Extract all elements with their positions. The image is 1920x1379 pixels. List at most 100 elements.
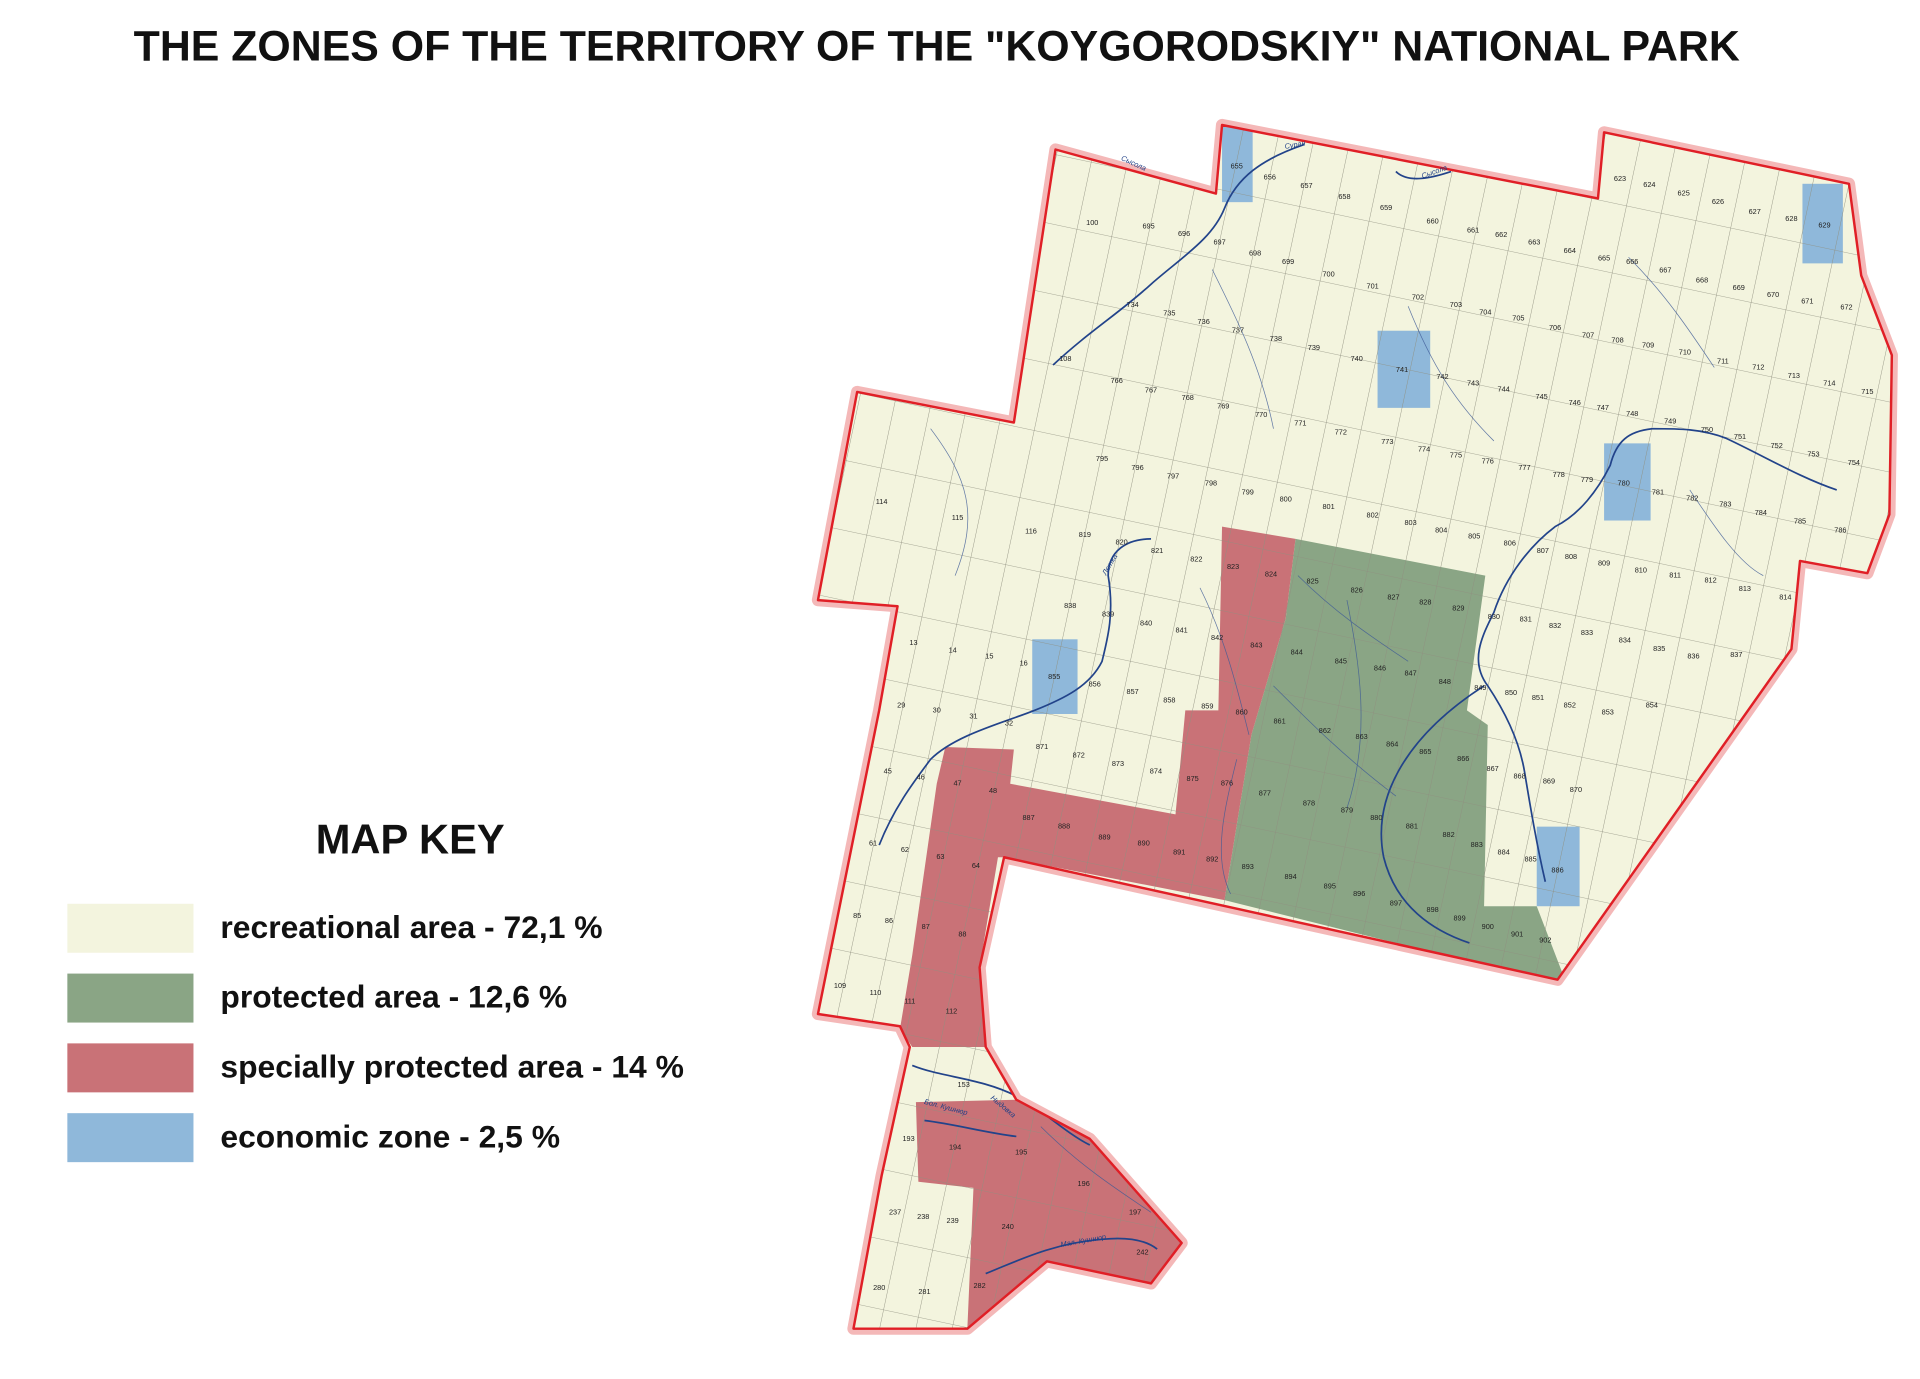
block-number: 873 bbox=[1112, 759, 1124, 768]
block-number: 746 bbox=[1569, 398, 1581, 407]
block-number: 662 bbox=[1495, 230, 1507, 239]
block-number: 871 bbox=[1036, 742, 1048, 751]
block-number: 701 bbox=[1367, 282, 1379, 291]
block-number: 813 bbox=[1739, 584, 1751, 593]
block-number: 739 bbox=[1308, 343, 1320, 352]
block-number: 774 bbox=[1418, 444, 1430, 453]
block-number: 193 bbox=[902, 1134, 914, 1143]
block-number: 712 bbox=[1752, 362, 1764, 371]
block-number: 32 bbox=[1005, 719, 1013, 728]
block-number: 882 bbox=[1442, 830, 1454, 839]
block-number: 779 bbox=[1581, 475, 1593, 484]
block-number: 800 bbox=[1280, 495, 1292, 504]
block-number: 821 bbox=[1151, 546, 1163, 555]
block-number: 840 bbox=[1140, 618, 1152, 627]
block-number: 111 bbox=[904, 997, 915, 1006]
block-number: 711 bbox=[1717, 356, 1729, 365]
key-swatch bbox=[67, 1113, 194, 1163]
block-number: 708 bbox=[1611, 335, 1623, 344]
block-number: 194 bbox=[949, 1142, 961, 1151]
block-number: 883 bbox=[1471, 840, 1483, 849]
block-number: 656 bbox=[1264, 173, 1276, 182]
block-number: 734 bbox=[1127, 300, 1139, 309]
block-number: 710 bbox=[1679, 348, 1691, 357]
block-number: 238 bbox=[917, 1212, 929, 1221]
block-number: 668 bbox=[1696, 275, 1708, 284]
block-number: 796 bbox=[1131, 463, 1143, 472]
block-number: 849 bbox=[1474, 683, 1486, 692]
block-number: 667 bbox=[1659, 266, 1671, 275]
block-number: 699 bbox=[1282, 257, 1294, 266]
block-number: 850 bbox=[1505, 688, 1517, 697]
block-number: 835 bbox=[1653, 644, 1665, 653]
block-number: 864 bbox=[1386, 740, 1398, 749]
block-number: 742 bbox=[1436, 372, 1448, 381]
block-number: 195 bbox=[1015, 1147, 1027, 1156]
block-number: 661 bbox=[1467, 225, 1479, 234]
block-number: 743 bbox=[1467, 378, 1479, 387]
block-number: 707 bbox=[1582, 331, 1594, 340]
block-number: 898 bbox=[1427, 905, 1439, 914]
block-number: 48 bbox=[989, 786, 997, 795]
block-number: 776 bbox=[1482, 457, 1494, 466]
block-number: 812 bbox=[1704, 575, 1716, 584]
block-number: 671 bbox=[1801, 296, 1813, 305]
block-number: 889 bbox=[1098, 833, 1110, 842]
block-number: 894 bbox=[1284, 872, 1296, 881]
block-number: 822 bbox=[1190, 555, 1202, 564]
block-number: 804 bbox=[1435, 525, 1447, 534]
block-number: 663 bbox=[1528, 237, 1540, 246]
block-number: 280 bbox=[873, 1283, 885, 1292]
block-number: 672 bbox=[1840, 302, 1852, 311]
block-number: 665 bbox=[1598, 253, 1610, 262]
block-number: 810 bbox=[1635, 566, 1647, 575]
block-number: 46 bbox=[917, 773, 925, 782]
block-number: 747 bbox=[1597, 403, 1609, 412]
block-number: 820 bbox=[1116, 537, 1128, 546]
block-number: 801 bbox=[1322, 502, 1334, 511]
block-number: 109 bbox=[834, 981, 846, 990]
block-number: 854 bbox=[1646, 700, 1658, 709]
block-number: 802 bbox=[1367, 511, 1379, 520]
block-number: 88 bbox=[958, 929, 966, 938]
block-number: 15 bbox=[985, 651, 993, 660]
block-number: 197 bbox=[1129, 1207, 1141, 1216]
block-number: 805 bbox=[1468, 531, 1480, 540]
block-number: 736 bbox=[1198, 317, 1210, 326]
block-number: 14 bbox=[949, 645, 957, 654]
block-number: 893 bbox=[1242, 862, 1254, 871]
block-number: 868 bbox=[1513, 771, 1525, 780]
block-number: 896 bbox=[1353, 889, 1365, 898]
block-number: 784 bbox=[1755, 508, 1767, 517]
block-number: 888 bbox=[1058, 822, 1070, 831]
block-number: 624 bbox=[1643, 180, 1655, 189]
block-number: 702 bbox=[1412, 293, 1424, 302]
block-number: 901 bbox=[1511, 929, 1523, 938]
block-number: 112 bbox=[946, 1006, 958, 1015]
block-number: 664 bbox=[1564, 246, 1576, 255]
key-label: protected area - 12,6 % bbox=[220, 979, 567, 1015]
block-number: 698 bbox=[1249, 249, 1261, 258]
block-number: 695 bbox=[1142, 222, 1154, 231]
block-number: 838 bbox=[1064, 601, 1076, 610]
block-number: 741 bbox=[1396, 365, 1408, 374]
block-number: 875 bbox=[1187, 774, 1199, 783]
block-number: 847 bbox=[1404, 669, 1416, 678]
block-number: 832 bbox=[1549, 621, 1561, 630]
block-number: 863 bbox=[1356, 732, 1368, 741]
block-number: 196 bbox=[1078, 1179, 1090, 1188]
block-number: 795 bbox=[1096, 454, 1108, 463]
block-number: 872 bbox=[1073, 751, 1085, 760]
block-number: 899 bbox=[1453, 913, 1465, 922]
block-number: 878 bbox=[1303, 798, 1315, 807]
block-number: 834 bbox=[1619, 635, 1631, 644]
block-number: 240 bbox=[1002, 1222, 1014, 1231]
block-number: 869 bbox=[1543, 776, 1555, 785]
block-number: 655 bbox=[1231, 162, 1243, 171]
block-number: 900 bbox=[1482, 922, 1494, 931]
block-number: 897 bbox=[1390, 899, 1402, 908]
block-number: 848 bbox=[1439, 677, 1451, 686]
block-number: 852 bbox=[1564, 700, 1576, 709]
block-number: 862 bbox=[1319, 726, 1331, 735]
